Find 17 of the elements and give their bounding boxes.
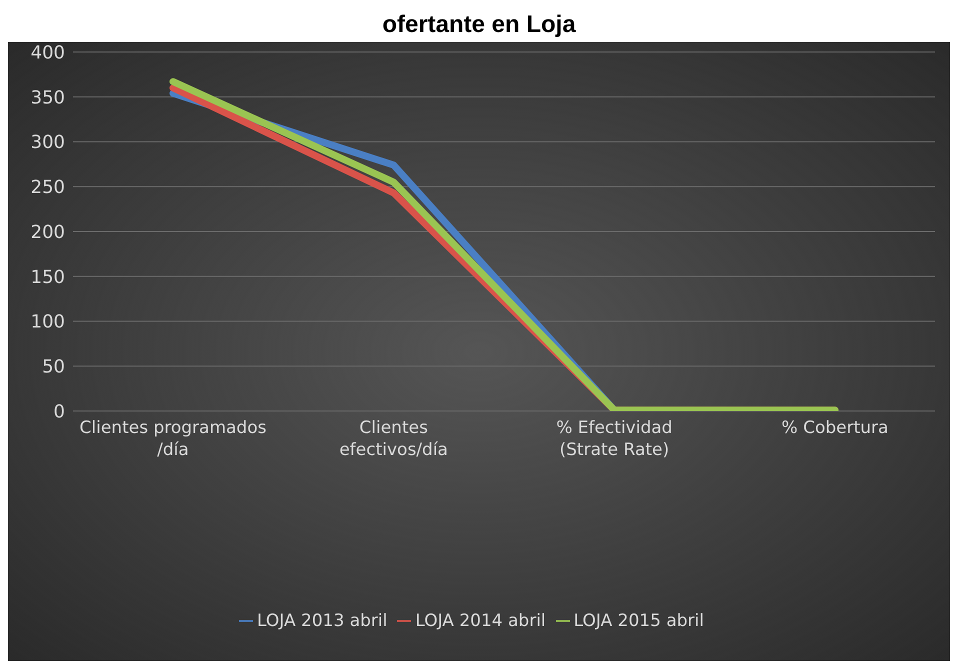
legend-label: LOJA 2015 abril [574, 611, 704, 631]
legend-label: LOJA 2014 abril [415, 611, 546, 631]
x-tick-label: % Efectividad (Strate Rate) [556, 418, 672, 460]
x-tick-label: % Cobertura [782, 418, 888, 438]
y-tick-label: 350 [30, 87, 65, 108]
chart-title: ofertante en Loja [381, 10, 577, 40]
y-tick-label: 400 [30, 42, 65, 64]
x-tick-label: Clientes efectivos/día [339, 418, 448, 460]
legend-label: LOJA 2013 abril [257, 611, 388, 631]
y-tick-label: 150 [30, 266, 65, 288]
y-tick-label: 250 [30, 177, 65, 198]
y-tick-label: 300 [30, 132, 65, 154]
x-tick-label: Clientes programados /día [80, 418, 267, 460]
y-tick-label: 0 [54, 401, 65, 422]
y-tick-label: 50 [42, 356, 65, 378]
y-tick-label: 100 [30, 312, 65, 333]
y-tick-label: 200 [30, 222, 65, 243]
